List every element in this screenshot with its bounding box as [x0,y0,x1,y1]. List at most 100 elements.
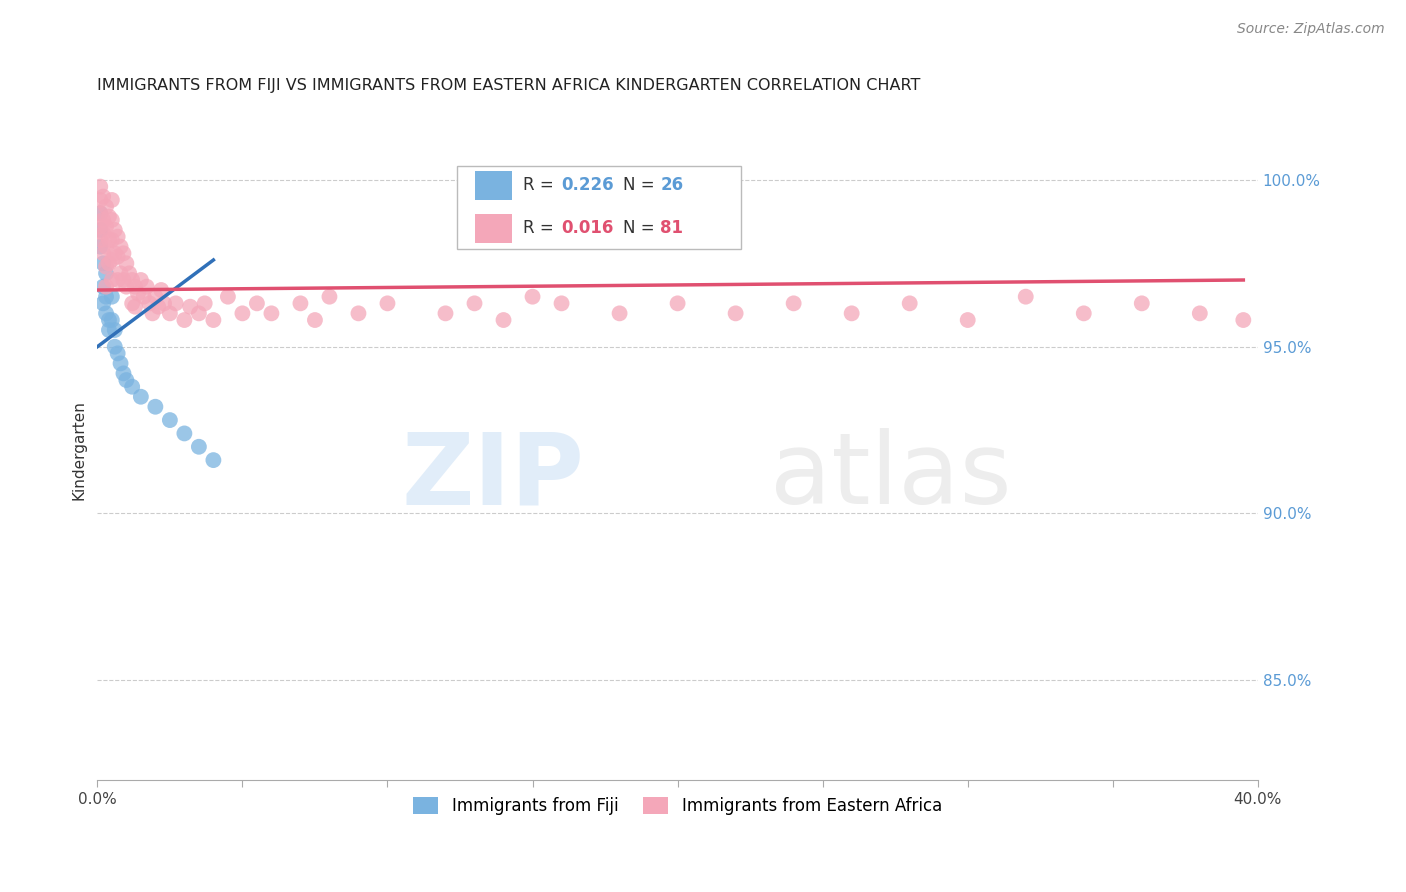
Text: 81: 81 [661,219,683,237]
Point [107,229,129,244]
Point [104,340,127,354]
Point [141,306,163,320]
Point [522,290,544,304]
Point [135,279,157,293]
Point [187,306,209,320]
Point [89,193,111,207]
Text: 26: 26 [661,177,683,194]
Point [89,233,111,247]
Point [97,313,120,327]
Point [165,296,187,310]
Point [107,273,129,287]
Point [115,373,138,387]
Point [89,240,111,254]
Point [94,200,117,214]
Point [1073,306,1095,320]
Point [377,296,399,310]
Point [609,306,631,320]
Text: 0.226: 0.226 [561,177,614,194]
Text: 0.016: 0.016 [561,219,614,237]
Point [91,189,114,203]
Text: IMMIGRANTS FROM FIJI VS IMMIGRANTS FROM EASTERN AFRICA KINDERGARTEN CORRELATION : IMMIGRANTS FROM FIJI VS IMMIGRANTS FROM … [97,78,921,94]
Point [145,290,167,304]
Point [94,260,117,274]
Point [104,223,127,237]
Point [110,356,132,370]
Point [150,283,173,297]
Point [132,290,155,304]
Point [104,246,127,260]
Point [138,296,160,310]
Point [91,213,114,227]
Point [724,306,747,320]
Point [246,296,269,310]
Point [91,256,114,270]
Point [89,223,111,237]
Text: N =: N = [623,219,659,237]
Point [492,313,515,327]
Point [89,179,111,194]
Point [124,279,146,293]
Point [107,346,129,360]
Point [179,300,201,314]
Point [231,306,253,320]
Point [101,233,124,247]
Point [1130,296,1153,310]
Point [101,313,124,327]
Point [1188,306,1211,320]
Point [153,296,176,310]
Point [94,240,117,254]
Y-axis label: Kindergarten: Kindergarten [72,401,86,500]
Point [89,206,111,220]
Point [94,306,117,320]
Point [129,390,152,404]
Point [101,290,124,304]
Point [187,440,209,454]
Point [956,313,979,327]
Point [94,266,117,280]
Point [91,246,114,260]
Point [1015,290,1038,304]
Point [110,266,132,280]
Point [318,290,340,304]
Point [112,367,135,381]
Point [463,296,485,310]
Point [217,290,239,304]
Point [101,252,124,267]
Text: Source: ZipAtlas.com: Source: ZipAtlas.com [1237,22,1385,37]
Point [101,213,124,227]
Point [94,290,117,304]
Point [347,306,370,320]
Point [112,273,135,287]
Point [94,219,117,234]
Point [121,380,143,394]
Point [104,323,127,337]
Point [202,453,225,467]
Point [101,273,124,287]
Point [434,306,457,320]
Text: atlas: atlas [770,428,1012,525]
Point [782,296,804,310]
Point [194,296,217,310]
Point [841,306,863,320]
Point [666,296,689,310]
Point [202,313,225,327]
Point [91,227,114,241]
Point [290,296,312,310]
FancyBboxPatch shape [457,166,741,249]
Point [124,300,146,314]
Point [550,296,572,310]
Text: R =: R = [523,177,560,194]
Text: R =: R = [523,219,560,237]
Point [260,306,283,320]
Point [127,286,149,301]
Point [110,240,132,254]
Point [121,273,143,287]
Point [97,323,120,337]
Point [97,210,120,224]
Point [121,296,143,310]
FancyBboxPatch shape [474,214,512,243]
Point [304,313,326,327]
Point [112,246,135,260]
Point [107,250,129,264]
